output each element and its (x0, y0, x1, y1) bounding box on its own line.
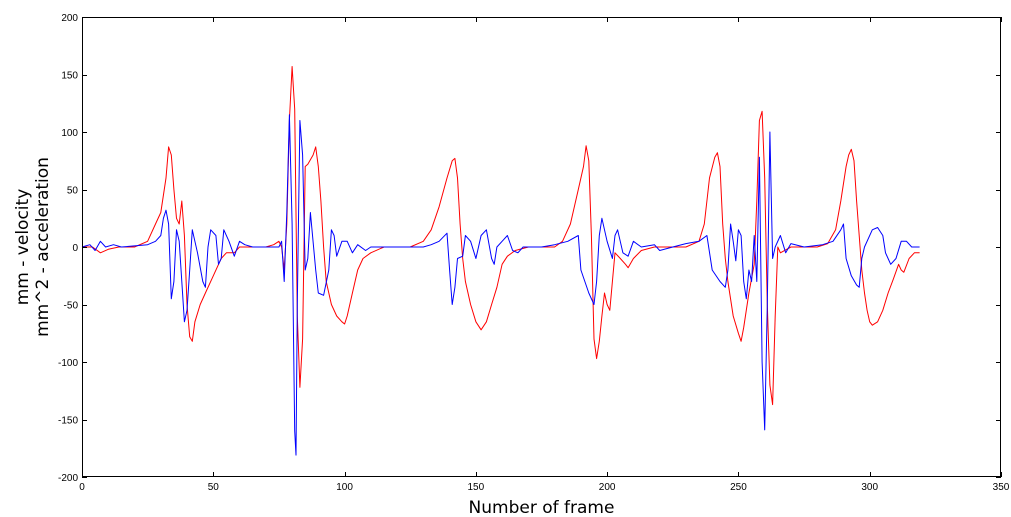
x-tick-label: 150 (468, 482, 485, 493)
y-tick-label: 150 (61, 71, 78, 82)
y-tick-label: -200 (58, 473, 78, 484)
x-tick-label: 100 (336, 482, 353, 493)
ticks-layer: 0 50 100 150 200 250 300 350 -200 -150 -100 -50 0 50 1… (58, 13, 1010, 493)
x-tick-label: 0 (79, 482, 85, 493)
y-tick-label: -100 (58, 358, 78, 369)
y-tick-label: -50 (64, 301, 79, 312)
series-line-1 (82, 66, 920, 406)
plot-area (81, 17, 1001, 477)
x-tick-label: 300 (861, 482, 878, 493)
y-axis-title-line-2: mm^2 - acceleration (33, 157, 53, 337)
y-tick-label: -150 (58, 416, 78, 427)
x-tick-label: 250 (730, 482, 747, 493)
y-tick-label: 100 (61, 128, 78, 139)
y-tick-label: 50 (67, 186, 79, 197)
series-layer (81, 66, 920, 456)
x-tick-label: 350 (993, 482, 1010, 493)
y-tick-label: 0 (72, 243, 78, 254)
y-tick-label: 200 (61, 13, 78, 24)
x-tick-label: 200 (599, 482, 616, 493)
x-tick-label: 50 (208, 482, 220, 493)
y-axis-title: mm - velocity mm^2 - acceleration (13, 157, 53, 337)
series-line-2 (81, 114, 920, 456)
x-axis-title: Number of frame (469, 498, 615, 517)
y-axis-title-line-1: mm - velocity (13, 189, 33, 306)
